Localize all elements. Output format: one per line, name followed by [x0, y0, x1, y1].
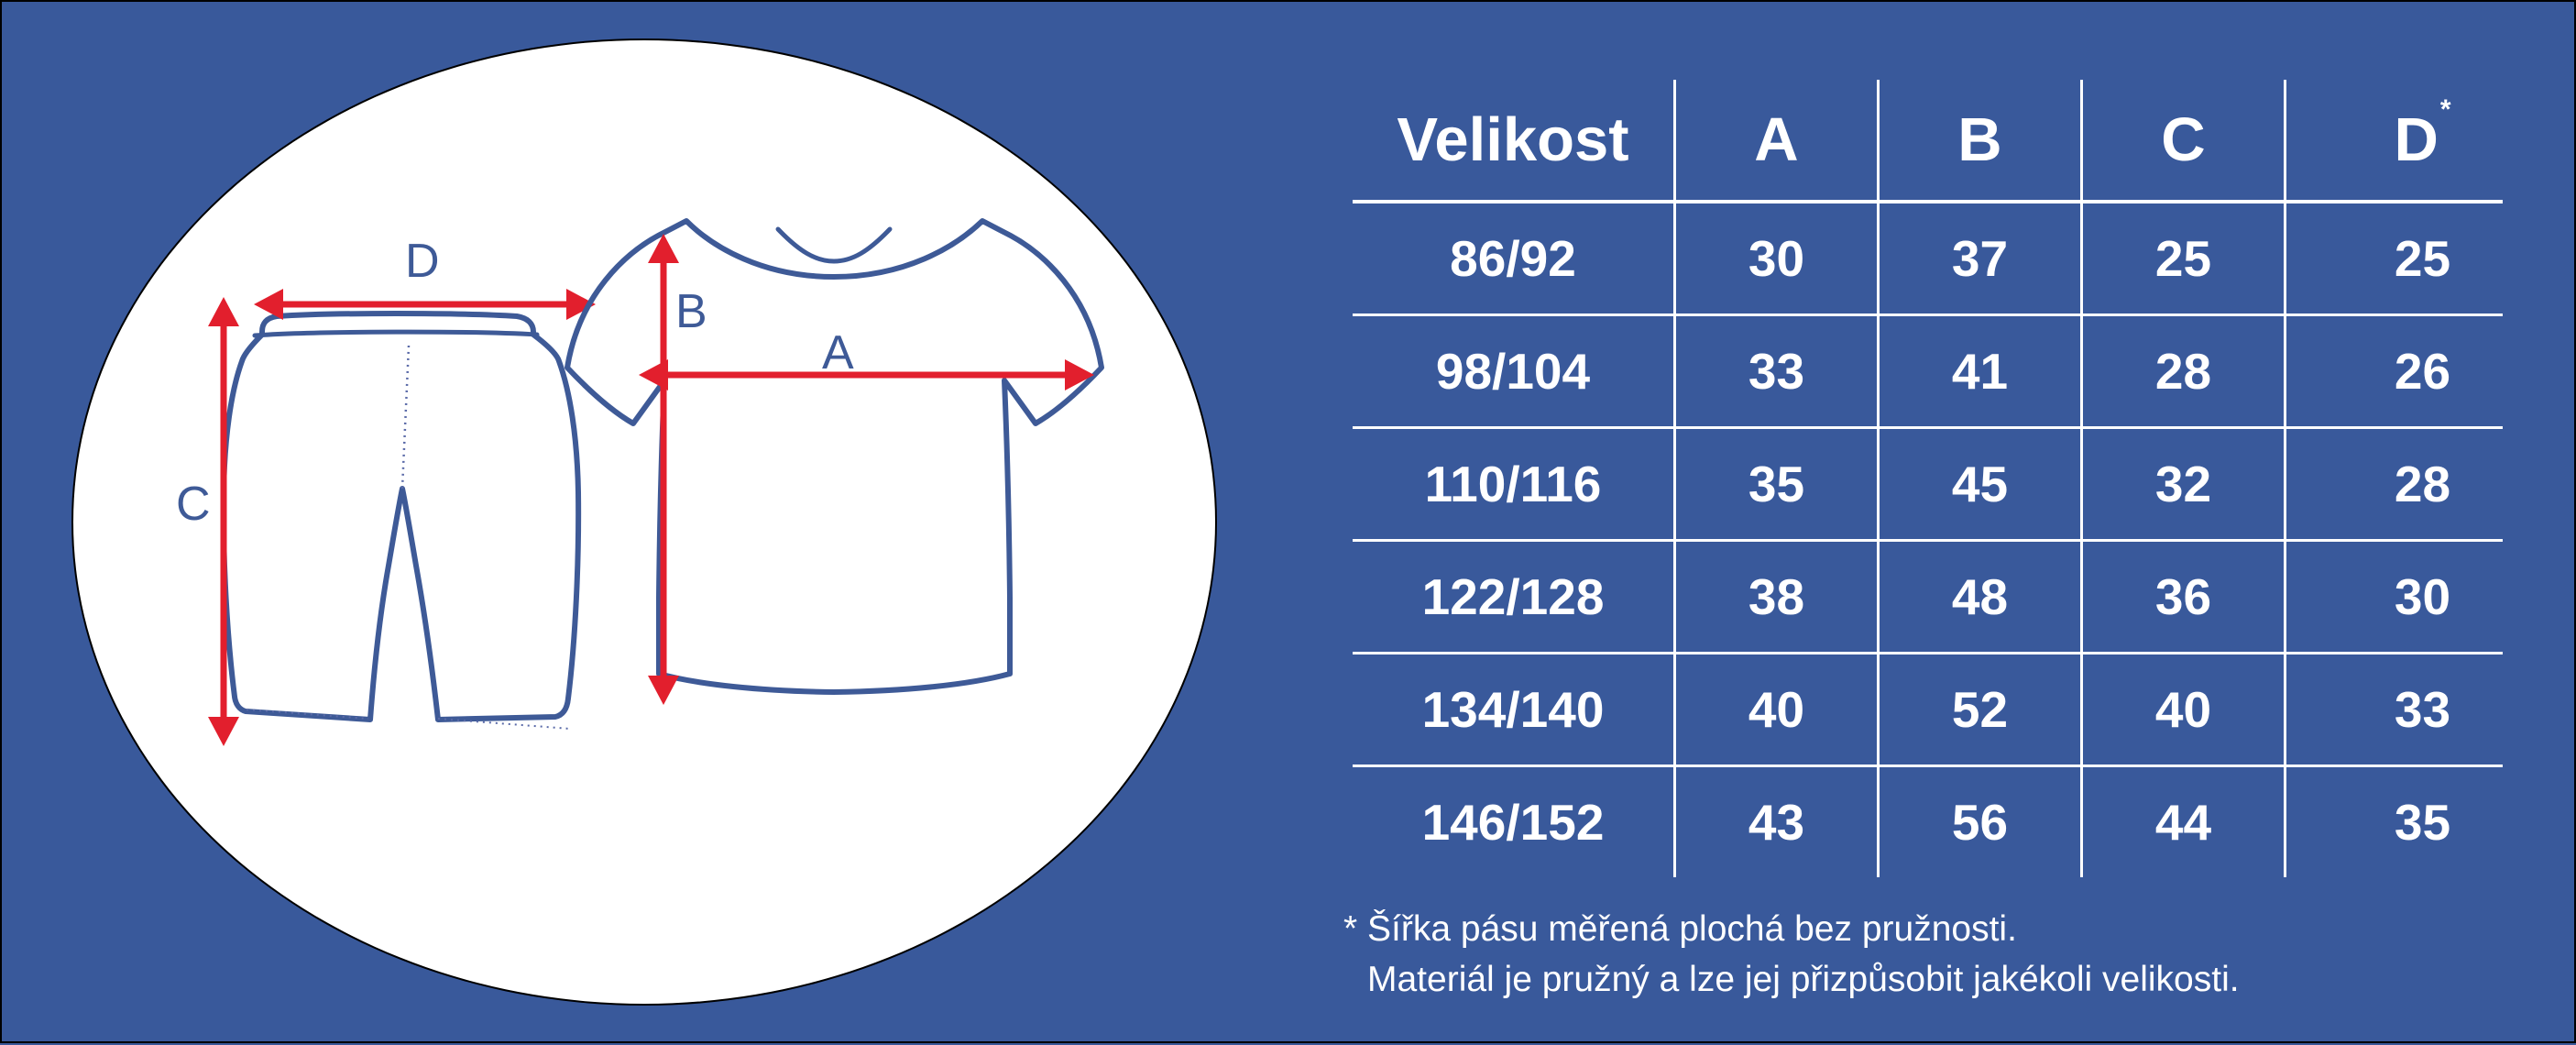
svg-text:A: A [822, 326, 854, 380]
svg-text:D: D [405, 235, 440, 288]
svg-text:C: C [176, 478, 211, 531]
svg-text:B: B [675, 285, 707, 338]
